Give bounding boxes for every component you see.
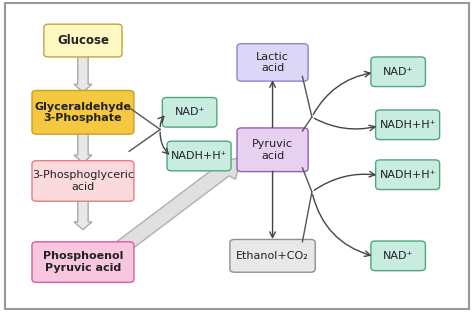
Text: Ethanol+CO₂: Ethanol+CO₂: [236, 251, 309, 261]
FancyBboxPatch shape: [371, 57, 425, 86]
FancyBboxPatch shape: [32, 242, 134, 282]
FancyBboxPatch shape: [371, 241, 425, 271]
FancyBboxPatch shape: [44, 24, 122, 57]
FancyBboxPatch shape: [237, 128, 308, 172]
Text: Phosphoenol
Pyruvic acid: Phosphoenol Pyruvic acid: [43, 251, 123, 273]
Text: Pyruvic
acid: Pyruvic acid: [252, 139, 293, 161]
Text: Lactic
acid: Lactic acid: [256, 51, 289, 73]
FancyBboxPatch shape: [162, 97, 217, 127]
Text: NADH+H⁺: NADH+H⁺: [379, 120, 436, 130]
Polygon shape: [97, 158, 241, 265]
Text: Glucose: Glucose: [57, 34, 109, 47]
Text: 3-Phosphoglyceric
acid: 3-Phosphoglyceric acid: [32, 170, 134, 192]
FancyBboxPatch shape: [237, 44, 308, 81]
Text: NADH+H⁺: NADH+H⁺: [379, 170, 436, 180]
Text: NADH+H⁺: NADH+H⁺: [171, 151, 228, 161]
Polygon shape: [74, 55, 92, 92]
Polygon shape: [74, 132, 92, 163]
FancyBboxPatch shape: [32, 161, 134, 201]
FancyBboxPatch shape: [167, 141, 231, 171]
FancyBboxPatch shape: [375, 160, 439, 189]
Text: NAD⁺: NAD⁺: [383, 251, 413, 261]
Text: NAD⁺: NAD⁺: [383, 67, 413, 77]
Text: NAD⁺: NAD⁺: [174, 107, 205, 117]
FancyBboxPatch shape: [375, 110, 439, 140]
Text: Glyceraldehyde
3-Phosphate: Glyceraldehyde 3-Phosphate: [35, 101, 131, 123]
Polygon shape: [74, 198, 92, 230]
FancyBboxPatch shape: [32, 90, 134, 134]
FancyBboxPatch shape: [230, 240, 315, 272]
